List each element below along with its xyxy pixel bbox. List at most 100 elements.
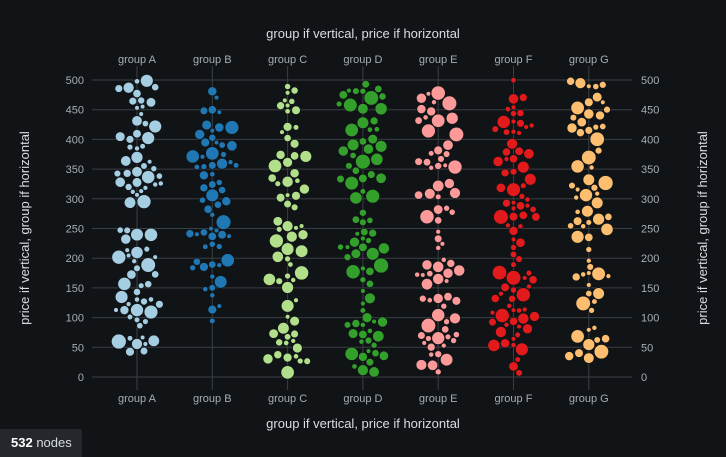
- data-point-group-g: [597, 175, 614, 191]
- data-point-group-a: [122, 81, 135, 94]
- data-point-group-e: [431, 331, 445, 345]
- data-point-group-g: [586, 282, 592, 288]
- data-point-group-f: [517, 312, 530, 325]
- data-point-group-d: [358, 242, 368, 252]
- data-point-group-c: [294, 265, 309, 281]
- data-point-group-g: [566, 76, 575, 86]
- data-point-group-a: [113, 169, 122, 178]
- data-point-group-d: [365, 266, 375, 276]
- data-point-group-e: [421, 278, 433, 291]
- data-point-group-f: [492, 265, 507, 281]
- data-point-group-a: [132, 129, 142, 139]
- data-point-group-a: [143, 245, 150, 253]
- category-label-bottom: group G: [569, 393, 609, 405]
- data-point-group-c: [295, 244, 309, 258]
- data-point-group-c: [279, 129, 285, 135]
- data-point-group-e: [417, 331, 426, 340]
- data-point-group-f: [508, 93, 519, 105]
- data-point-group-g: [586, 83, 592, 89]
- data-point-group-f: [518, 210, 528, 220]
- data-point-group-g: [593, 344, 609, 360]
- data-point-group-e: [444, 333, 452, 340]
- data-point-group-e: [439, 241, 446, 247]
- data-point-group-f: [514, 146, 524, 156]
- data-point-group-f: [508, 211, 519, 222]
- data-point-group-a: [126, 269, 137, 280]
- data-point-group-a: [117, 277, 132, 291]
- data-point-group-c: [293, 353, 299, 360]
- data-point-group-c: [282, 157, 293, 168]
- data-point-group-a: [137, 96, 146, 105]
- category-label-top: group F: [495, 54, 533, 66]
- data-point-group-e: [435, 245, 442, 251]
- data-point-group-b: [194, 231, 200, 237]
- data-point-group-f: [525, 269, 533, 277]
- data-point-group-f: [503, 321, 510, 328]
- data-point-group-e: [420, 318, 436, 334]
- data-point-group-b: [208, 260, 217, 269]
- data-point-group-b: [202, 243, 209, 250]
- data-point-group-f: [516, 323, 522, 330]
- data-point-group-d: [344, 123, 359, 138]
- data-point-group-a: [141, 170, 156, 184]
- data-point-group-f: [488, 318, 497, 327]
- data-point-group-f: [510, 118, 517, 125]
- data-point-group-a: [126, 252, 132, 259]
- data-point-group-c: [281, 281, 294, 294]
- data-point-group-b: [208, 240, 216, 248]
- data-point-group-e: [428, 351, 435, 358]
- data-point-group-f: [515, 237, 526, 248]
- data-point-group-c: [281, 175, 294, 188]
- data-point-group-d: [358, 329, 368, 339]
- data-point-group-g: [582, 173, 595, 186]
- data-point-group-d: [360, 288, 366, 294]
- data-point-group-f: [508, 361, 519, 372]
- y-tick-label-right: 350: [641, 164, 659, 176]
- data-point-group-c: [290, 277, 297, 283]
- data-point-group-d: [359, 208, 367, 217]
- data-point-group-e: [421, 123, 436, 139]
- data-point-group-e: [434, 162, 443, 170]
- data-point-group-g: [585, 290, 593, 298]
- data-point-group-a: [113, 307, 119, 313]
- data-point-group-c: [281, 220, 294, 232]
- y-tick-label-left: 350: [66, 164, 84, 176]
- category-label-top: group D: [343, 54, 382, 66]
- data-point-group-a: [120, 155, 132, 167]
- data-point-group-d: [365, 189, 380, 204]
- data-point-group-c: [275, 150, 286, 160]
- data-point-group-e: [426, 106, 436, 117]
- data-point-group-f: [510, 205, 517, 212]
- data-point-group-c: [299, 183, 310, 195]
- data-point-group-g: [576, 117, 587, 128]
- data-point-group-g: [599, 123, 607, 130]
- data-point-group-e: [443, 292, 453, 302]
- data-point-group-e: [416, 92, 427, 104]
- data-point-group-b: [213, 139, 220, 146]
- data-point-group-b: [200, 137, 211, 148]
- data-point-group-b: [213, 227, 220, 234]
- data-point-group-a: [126, 335, 134, 342]
- data-point-group-g: [603, 105, 611, 114]
- data-point-group-e: [434, 350, 442, 358]
- data-point-group-c: [288, 98, 296, 105]
- data-point-group-g: [581, 150, 597, 166]
- data-point-group-c: [296, 357, 304, 365]
- data-point-group-g: [585, 219, 592, 226]
- data-point-group-d: [357, 364, 369, 376]
- data-point-group-a: [124, 183, 133, 191]
- data-point-group-a: [131, 338, 143, 350]
- data-point-group-d: [371, 318, 377, 325]
- data-point-group-e: [449, 312, 461, 325]
- y-tick-label-right: 150: [641, 283, 659, 295]
- data-point-group-a: [134, 145, 140, 152]
- data-point-group-c: [290, 86, 299, 95]
- data-point-group-a: [138, 111, 144, 117]
- data-point-group-c: [303, 357, 311, 365]
- data-point-group-d: [372, 330, 385, 343]
- data-point-group-f: [510, 128, 517, 135]
- data-point-group-f: [514, 356, 521, 363]
- data-point-group-e: [422, 158, 432, 167]
- data-point-group-a: [147, 334, 160, 347]
- data-point-group-g: [570, 159, 585, 174]
